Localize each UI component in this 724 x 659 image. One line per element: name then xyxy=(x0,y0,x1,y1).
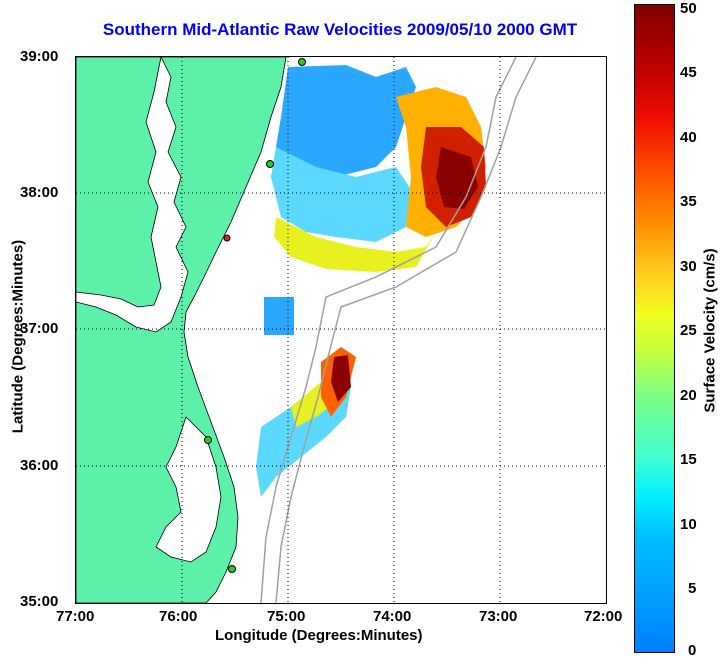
grid-lines xyxy=(76,57,606,603)
colorbar-label: Surface Velocity (cm/s) xyxy=(701,248,719,413)
y-axis-label: Latitude (Degrees:Minutes) xyxy=(9,239,27,434)
ytick-label: 38:00 xyxy=(20,184,59,201)
colorbar-tick: 50 xyxy=(680,0,697,17)
map-title: Southern Mid-Atlantic Raw Velocities 200… xyxy=(102,20,578,39)
map-plot-area[interactable] xyxy=(75,56,607,604)
xtick-label: 77:00 xyxy=(56,608,95,625)
xtick-label: 73:00 xyxy=(479,608,518,625)
colorbar xyxy=(634,4,675,653)
velocity-field-south xyxy=(256,347,356,497)
xtick-label: 76:00 xyxy=(159,608,198,625)
station-markers xyxy=(204,58,306,573)
pamlico-sound xyxy=(155,416,222,563)
colorbar-tick: 40 xyxy=(680,129,697,146)
xtick-label: 72:00 xyxy=(584,608,623,625)
velocity-field-north xyxy=(271,65,486,272)
colorbar-tick: 15 xyxy=(680,451,697,468)
colorbar-tick: 30 xyxy=(680,258,697,275)
station-marker xyxy=(223,234,231,242)
xtick-label: 75:00 xyxy=(267,608,306,625)
colorbar-tick: 35 xyxy=(680,193,697,210)
xtick-label: 74:00 xyxy=(373,608,412,625)
station-marker xyxy=(298,58,306,66)
x-axis-label: Longitude (Degrees:Minutes) xyxy=(215,627,423,644)
ytick-label: 37:00 xyxy=(20,320,59,337)
bathymetry-contour-outer xyxy=(275,57,537,603)
station-marker xyxy=(228,565,236,573)
colorbar-tick: 20 xyxy=(680,387,697,404)
station-marker xyxy=(266,160,274,168)
station-marker xyxy=(204,436,212,444)
colorbar-tick: 25 xyxy=(680,322,697,339)
map-canvas xyxy=(76,57,606,603)
bathymetry-contour xyxy=(260,57,517,603)
colorbar-tick: 5 xyxy=(688,580,697,597)
colorbar-tick: 45 xyxy=(680,64,697,81)
ytick-label: 35:00 xyxy=(20,593,59,610)
ytick-label: 36:00 xyxy=(20,457,59,474)
ytick-label: 39:00 xyxy=(20,48,59,65)
chesapeake-bay xyxy=(76,57,189,333)
colorbar-tick: 10 xyxy=(680,516,697,533)
colorbar-tick: 0 xyxy=(688,642,697,659)
